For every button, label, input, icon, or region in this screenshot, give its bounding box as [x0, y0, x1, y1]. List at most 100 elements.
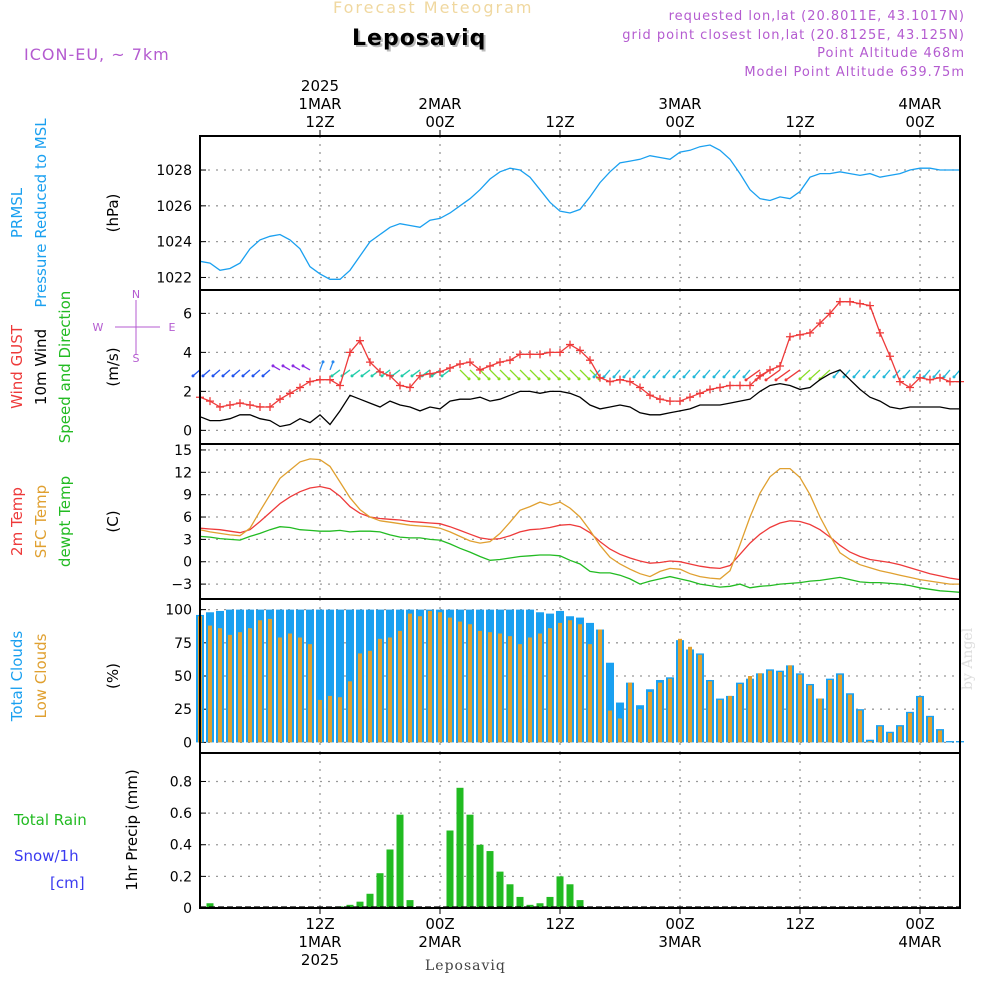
gust-marker	[406, 383, 414, 392]
low-cloud-bar	[418, 616, 422, 743]
wind-arrow	[863, 369, 871, 378]
wind-arrow-head	[702, 375, 706, 379]
wind-arrow-head	[271, 364, 275, 368]
gust-marker	[216, 402, 224, 411]
y-tick-label: 15	[174, 443, 192, 459]
low-cloud-bar	[278, 637, 282, 743]
x-tick-label-bottom: 4MAR	[898, 933, 941, 951]
x-tick-label-bottom: 12Z	[305, 915, 334, 933]
x-tick-label-top: 12Z	[785, 113, 814, 131]
series-2m-temp	[199, 485, 961, 581]
low-cloud-bar	[878, 726, 882, 743]
low-cloud-bar	[918, 697, 922, 743]
wind-arrow	[723, 369, 731, 378]
low-cloud-bar	[328, 695, 332, 743]
panel-label: 2m Temp	[8, 487, 26, 556]
total-cloud-bar	[946, 741, 954, 743]
gust-marker	[766, 365, 774, 374]
low-cloud-bar	[618, 718, 622, 743]
wind-arrow	[873, 369, 881, 378]
low-cloud-bar	[598, 629, 602, 743]
low-cloud-bar	[818, 698, 822, 743]
x-tick-label-bottom: 12Z	[545, 915, 574, 933]
wind-arrow-head	[712, 375, 716, 379]
panel-frame	[199, 443, 961, 600]
rain-bar	[356, 901, 364, 908]
wind-arrow-head	[547, 377, 551, 381]
gust-marker	[696, 389, 704, 398]
low-cloud-bar	[208, 625, 212, 743]
wind-arrow	[441, 369, 451, 377]
wind-arrow	[673, 369, 681, 378]
wind-arrow-head	[882, 375, 886, 379]
wind-arrow-head	[487, 377, 491, 381]
panel-label: Low Clouds	[32, 633, 50, 718]
wind-arrow	[663, 369, 671, 378]
wind-arrow-head	[321, 360, 325, 364]
low-cloud-bar	[398, 630, 402, 743]
x-tick-label-top: 2MAR	[418, 95, 461, 113]
gust-marker	[286, 389, 294, 398]
wind-arrow-head	[497, 377, 501, 381]
gust-marker	[466, 358, 474, 367]
low-cloud-bar	[338, 697, 342, 743]
y-tick-label: 0.2	[170, 869, 192, 885]
low-cloud-bar	[408, 613, 412, 743]
wind-arrow-head	[231, 374, 235, 378]
wind-arrow-head	[892, 375, 896, 379]
y-tick-label: 75	[174, 636, 192, 652]
gust-marker	[506, 356, 514, 365]
wind-arrow-head	[652, 375, 656, 379]
low-cloud-bar	[748, 676, 752, 743]
wind-arrow-head	[281, 364, 285, 368]
wind-arrow	[683, 369, 691, 378]
low-cloud-bar	[248, 628, 252, 743]
gust-marker	[306, 377, 314, 386]
gust-marker	[846, 297, 854, 306]
gust-marker	[866, 301, 874, 310]
rain-bar	[486, 851, 494, 908]
x-tick-label-top: 00Z	[665, 113, 694, 131]
wind-arrow	[519, 369, 530, 380]
gust-marker	[656, 395, 664, 404]
wind-arrow	[733, 369, 741, 378]
wind-arrow-head	[221, 374, 225, 378]
low-cloud-bar	[358, 653, 362, 743]
gust-marker	[516, 350, 524, 359]
gust-marker	[536, 350, 544, 359]
low-cloud-bar	[298, 637, 302, 743]
low-cloud-bar	[428, 610, 432, 743]
rain-bar	[406, 900, 414, 908]
low-cloud-bar	[788, 665, 792, 743]
low-cloud-bar	[478, 630, 482, 743]
panel-label: [cm]	[50, 874, 85, 892]
wind-arrow	[549, 369, 560, 380]
wind-arrow	[653, 369, 661, 378]
rain-bar	[476, 844, 484, 908]
rain-bar	[376, 873, 384, 908]
gust-marker	[756, 371, 764, 380]
rain-bar	[396, 814, 404, 908]
panel-frame	[199, 135, 961, 291]
wind-arrow	[252, 369, 261, 377]
wind-arrow-head	[862, 375, 866, 379]
wind-arrow-head	[557, 377, 561, 381]
low-cloud-bar	[758, 673, 762, 743]
wind-arrow	[613, 369, 621, 378]
y-tick-label: 2	[183, 384, 192, 400]
gust-marker	[776, 362, 784, 371]
total-cloud-bar	[336, 609, 344, 743]
gust-marker	[636, 383, 644, 392]
gust-marker	[746, 381, 754, 390]
low-cloud-bar	[558, 622, 562, 743]
wind-arrow-head	[852, 375, 856, 379]
wind-arrow	[381, 369, 391, 377]
wind-arrow-head	[440, 374, 444, 378]
y-tick-label: 12	[174, 465, 192, 481]
gust-marker	[376, 367, 384, 376]
gust-marker	[246, 401, 254, 410]
panel-label: Speed and Direction	[56, 291, 74, 444]
wind-arrow-head	[507, 377, 511, 381]
wind-arrow-head	[592, 375, 596, 379]
wind-arrow	[479, 369, 490, 380]
